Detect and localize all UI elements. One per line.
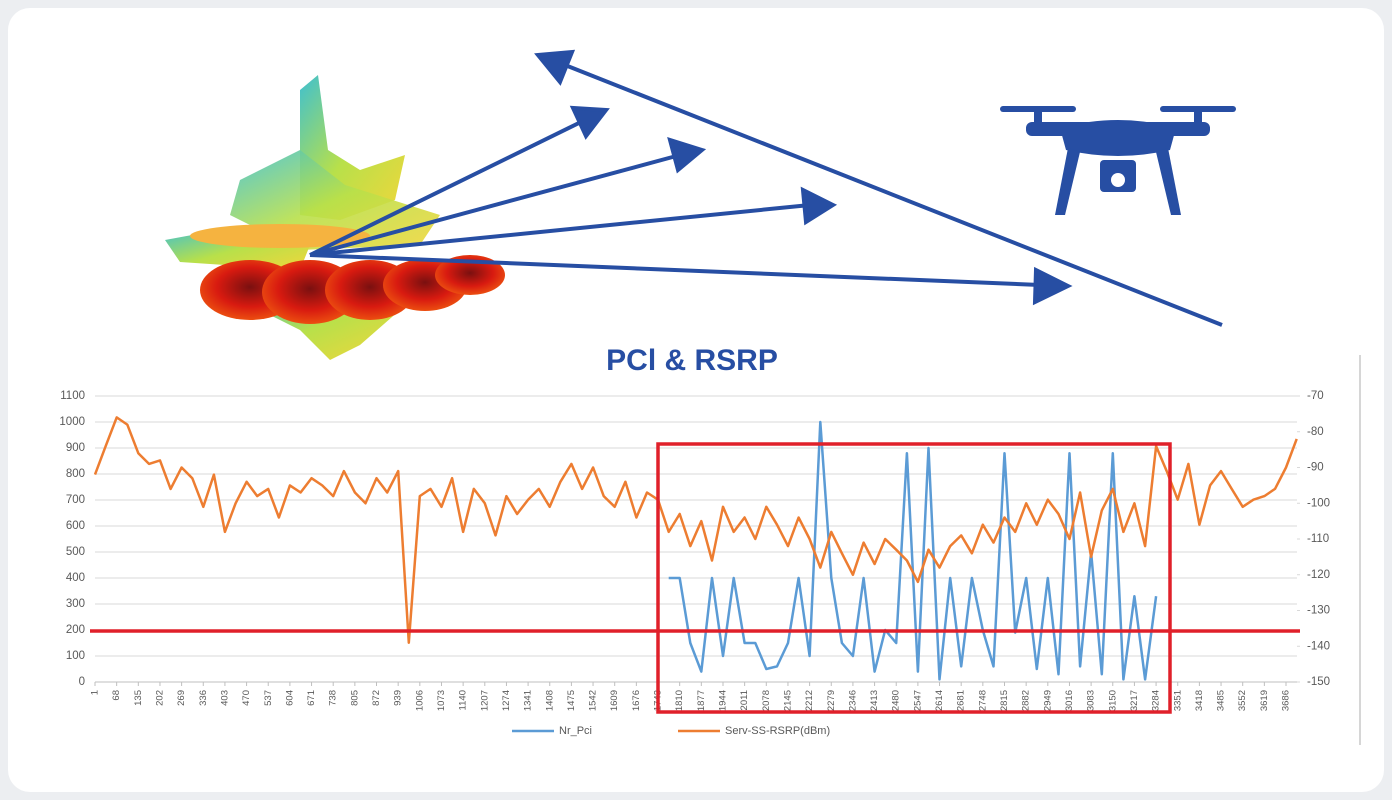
y2-tick-label: -130 <box>1307 605 1330 617</box>
x-tick-label: 1341 <box>523 690 534 711</box>
y-tick-label: 700 <box>66 494 85 506</box>
x-tick-label: 3619 <box>1259 690 1270 711</box>
x-tick-label: 2480 <box>891 690 902 711</box>
x-tick-label: 1810 <box>674 690 685 711</box>
x-tick-label: 3150 <box>1107 690 1118 711</box>
x-tick-label: 68 <box>111 690 122 701</box>
y2-tick-label: -70 <box>1307 390 1324 402</box>
x-tick-label: 1676 <box>631 690 642 711</box>
y2-tick-label: -120 <box>1307 569 1330 581</box>
y-tick-label: 0 <box>79 676 85 688</box>
x-tick-label: 135 <box>133 690 144 706</box>
antenna-pattern <box>165 75 505 360</box>
x-tick-label: 3284 <box>1151 690 1162 711</box>
y2-tick-label: -140 <box>1307 640 1330 652</box>
x-tick-label: 2212 <box>804 690 815 711</box>
x-tick-label: 537 <box>263 690 274 706</box>
x-tick-label: 939 <box>393 690 404 706</box>
y-tick-label: 400 <box>66 572 85 584</box>
x-tick-label: 738 <box>328 690 339 706</box>
y-tick-label: 800 <box>66 468 85 480</box>
y-tick-label: 1100 <box>60 390 85 402</box>
x-tick-label: 805 <box>349 690 360 706</box>
x-tick-label: 1207 <box>479 690 490 711</box>
y-tick-label: 600 <box>66 520 85 532</box>
x-tick-label: 2145 <box>782 690 793 711</box>
highlight-box <box>656 442 1172 714</box>
x-tick-label: 1006 <box>414 690 425 711</box>
x-tick-label: 2748 <box>977 690 988 711</box>
x-tick-label: 202 <box>154 690 165 706</box>
y2-tick-label: -110 <box>1307 533 1329 545</box>
x-tick-label: 1877 <box>696 690 707 711</box>
x-tick-label: 336 <box>198 690 209 706</box>
x-tick-label: 2346 <box>847 690 858 711</box>
x-tick-label: 3217 <box>1129 690 1140 711</box>
x-tick-label: 470 <box>241 690 252 706</box>
x-tick-label: 3686 <box>1281 690 1292 711</box>
x-tick-label: 2949 <box>1042 690 1053 711</box>
x-tick-label: 3016 <box>1064 690 1075 711</box>
x-tick-label: 2011 <box>739 690 750 710</box>
x-tick-label: 2547 <box>912 690 923 711</box>
x-tick-label: 2279 <box>826 690 837 711</box>
x-tick-label: 3552 <box>1237 690 1248 711</box>
series-line <box>668 420 1158 681</box>
legend-label: Serv-SS-RSRP(dBm) <box>725 725 830 737</box>
legend-label: Nr_Pci <box>559 725 592 737</box>
x-tick-label: 1 <box>90 690 101 695</box>
x-tick-label: 2413 <box>869 690 880 711</box>
x-tick-label: 2882 <box>1021 690 1032 711</box>
x-tick-label: 872 <box>371 690 382 706</box>
y-tick-label: 300 <box>66 598 85 610</box>
y-tick-label: 100 <box>66 650 85 662</box>
y-tick-label: 900 <box>66 442 85 454</box>
y-tick-label: 500 <box>66 546 85 558</box>
x-tick-label: 2681 <box>956 690 967 711</box>
chart-title: PCl & RSRP <box>606 344 778 377</box>
beam-arrows <box>309 49 1223 327</box>
x-tick-label: 3485 <box>1216 690 1227 711</box>
y2-tick-label: -80 <box>1307 426 1324 438</box>
x-tick-label: 3083 <box>1086 690 1097 711</box>
y2-tick-label: -100 <box>1307 497 1330 509</box>
x-tick-label: 2614 <box>934 690 945 711</box>
x-tick-label: 1274 <box>501 690 512 711</box>
x-tick-label: 269 <box>176 690 187 706</box>
x-tick-label: 2815 <box>999 690 1010 711</box>
x-tick-label: 1542 <box>588 690 599 711</box>
x-tick-label: 604 <box>284 690 295 706</box>
series-line <box>93 416 1298 644</box>
y2-tick-label: -150 <box>1307 676 1330 688</box>
x-tick-label: 1944 <box>718 690 729 711</box>
x-tick-label: 2078 <box>761 690 772 711</box>
y2-tick-label: -90 <box>1307 462 1324 474</box>
x-tick-label: 1073 <box>436 690 447 711</box>
x-tick-label: 1140 <box>458 690 469 710</box>
x-tick-label: 3351 <box>1172 690 1183 711</box>
y-tick-label: 200 <box>66 624 85 636</box>
x-tick-label: 1408 <box>544 690 555 711</box>
x-tick-label: 1475 <box>566 690 577 711</box>
y-tick-label: 1000 <box>59 416 85 428</box>
drone-icon <box>1000 106 1236 215</box>
x-tick-label: 3418 <box>1194 690 1205 711</box>
x-tick-label: 1609 <box>609 690 620 711</box>
x-tick-label: 403 <box>219 690 230 706</box>
x-tick-label: 671 <box>306 690 317 706</box>
